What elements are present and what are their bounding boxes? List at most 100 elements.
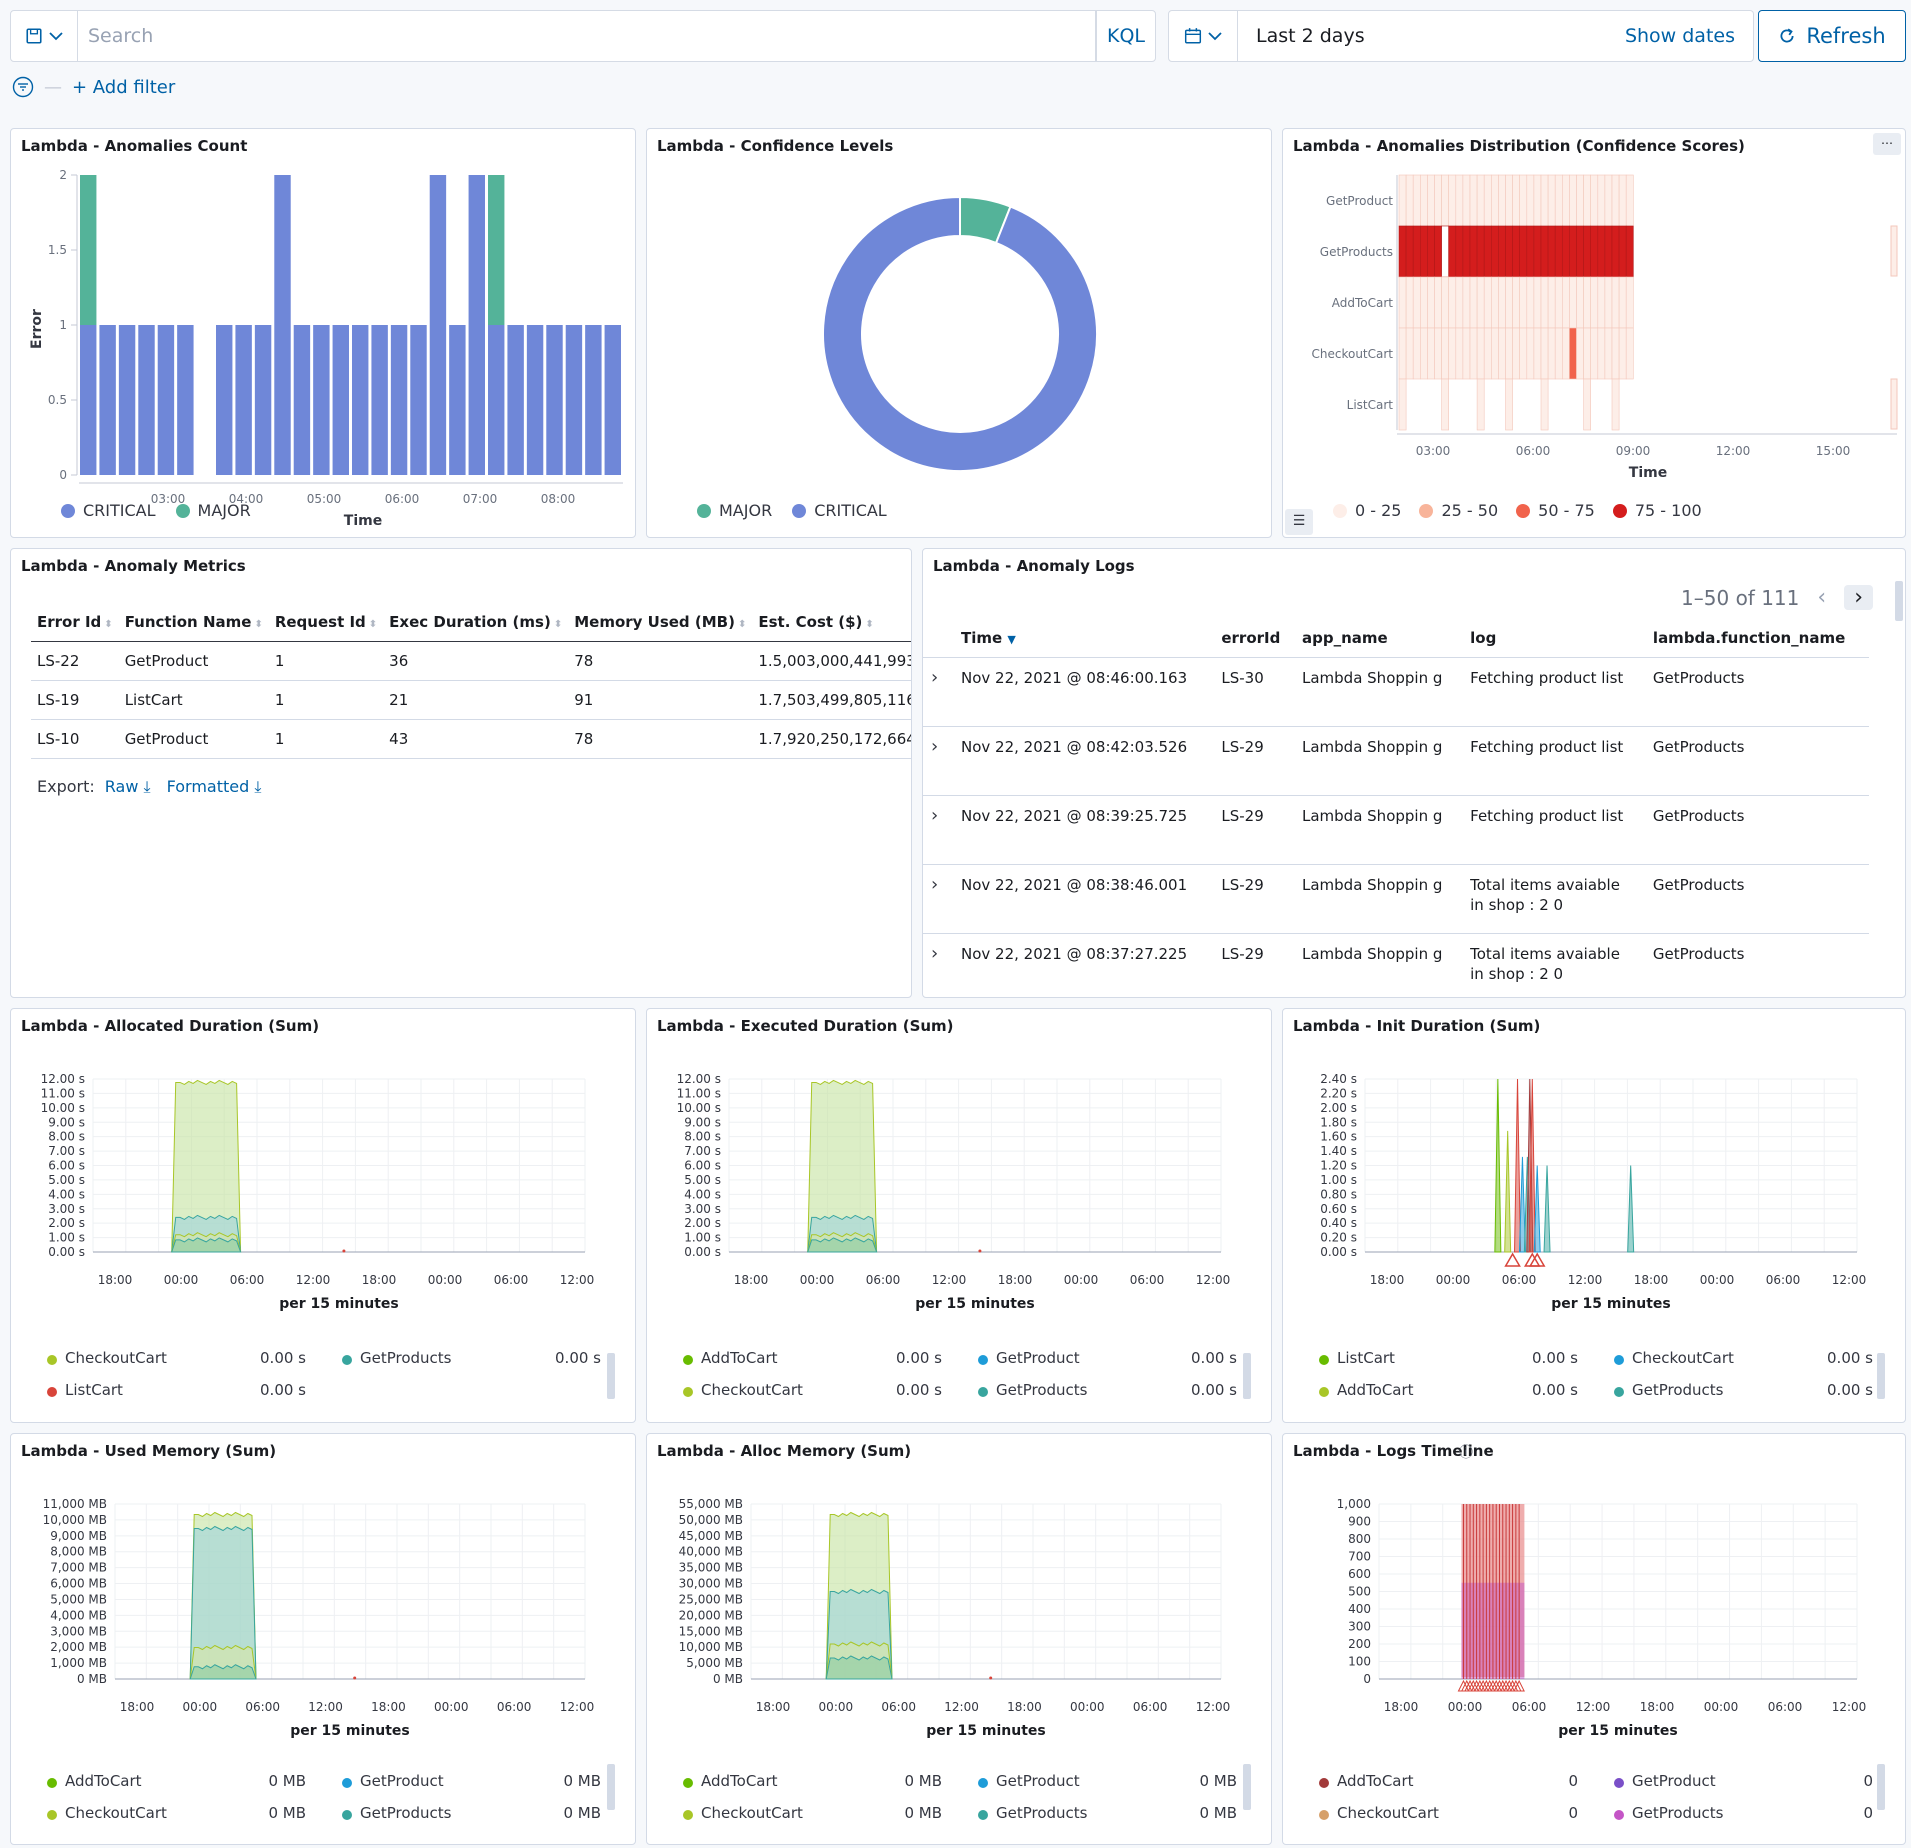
heat-cell	[1533, 174, 1542, 227]
legend-item[interactable]: 50 - 75	[1516, 501, 1595, 520]
table-cell-log: Fetching product list	[1462, 795, 1645, 865]
scrollbar[interactable]	[607, 1764, 615, 1810]
col-function-name[interactable]: lambda.function_name	[1644, 619, 1869, 658]
scrollbar[interactable]	[1877, 1764, 1885, 1810]
legend-item[interactable]: GetProducts 0 MB	[978, 1804, 1243, 1822]
heat-cell	[1547, 276, 1556, 329]
expand-row-button[interactable]: ›	[923, 933, 953, 997]
legend-item[interactable]: AddToCart 0 MB	[47, 1772, 312, 1790]
heat-cell	[1540, 174, 1549, 227]
legend-item[interactable]: GetProduct 0	[1614, 1772, 1879, 1790]
panel-options-button[interactable]: ⋯	[1873, 133, 1901, 155]
expand-row-button[interactable]: ›	[923, 795, 953, 865]
col-app-name[interactable]: app_name	[1294, 619, 1463, 658]
metrics-col[interactable]: Error Id ⬍	[31, 603, 119, 642]
metrics-col[interactable]: Function Name ⬍	[118, 603, 269, 642]
heat-cell	[1491, 174, 1499, 227]
info-icon[interactable]: ⓘ	[1459, 1445, 1473, 1461]
bar-critical	[235, 325, 252, 475]
search-input[interactable]: Search	[78, 10, 1096, 62]
tick-label: 12:00	[1576, 1700, 1611, 1714]
data-point	[353, 1676, 357, 1680]
sort-icon: ⬍	[737, 619, 747, 630]
heat-cell	[1476, 378, 1485, 431]
heat-cell	[1398, 378, 1407, 431]
time-range[interactable]: Last 2 days Show dates	[1238, 10, 1754, 62]
chart-legend: 0 - 25 25 - 50 50 - 75 75 - 100	[1333, 501, 1702, 520]
panel-tsvb: Lambda - Logs Timeline ⓘ 1,000 900 800 700 600…	[1282, 1433, 1906, 1845]
col-log[interactable]: log	[1462, 619, 1645, 658]
legend-item[interactable]: GetProducts 0 MB	[342, 1804, 607, 1822]
metrics-col[interactable]: Memory Used (MB) ⬍	[568, 603, 753, 642]
show-dates-link[interactable]: Show dates	[1624, 25, 1735, 47]
legend-item[interactable]: CheckoutCart 0	[1319, 1804, 1584, 1822]
tick-label: 0.40 s	[1320, 1216, 1357, 1230]
legend-item[interactable]: MAJOR	[697, 501, 772, 520]
legend-toggle-icon[interactable]: ☰	[1285, 509, 1313, 535]
legend-item[interactable]: CRITICAL	[61, 501, 156, 520]
legend-item[interactable]: AddToCart 0 MB	[683, 1772, 948, 1790]
pager-next-button[interactable]: ›	[1844, 585, 1873, 610]
export-formatted-link[interactable]: Formatted ⤓	[166, 777, 262, 796]
legend-item[interactable]: CheckoutCart 0.00 s	[683, 1381, 948, 1399]
tick-label: 2.40 s	[1320, 1072, 1357, 1086]
export-raw-link[interactable]: Raw ⤓	[104, 777, 151, 796]
date-quick-menu[interactable]	[1168, 10, 1238, 62]
table-cell-app: Lambda Shoppin g	[1294, 657, 1463, 727]
col-time[interactable]: Time ▼	[953, 619, 1214, 658]
legend-item[interactable]: GetProducts 0.00 s	[978, 1381, 1243, 1399]
heat-cell	[1604, 174, 1613, 227]
legend-value: 0.00 s	[896, 1381, 942, 1399]
legend-item[interactable]: 75 - 100	[1612, 501, 1702, 520]
legend-item[interactable]: ListCart 0.00 s	[47, 1381, 312, 1399]
scrollbar[interactable]	[1895, 581, 1903, 621]
legend-item[interactable]: AddToCart 0	[1319, 1772, 1584, 1790]
legend-item[interactable]: ListCart 0.00 s	[1319, 1349, 1584, 1367]
tick-label: 00:00	[800, 1273, 835, 1287]
heat-cell	[1597, 174, 1606, 227]
expand-row-button[interactable]: ›	[923, 864, 953, 934]
panel-tsvb: Lambda - Allocated Duration (Sum) 12.00 s…	[10, 1008, 636, 1423]
kql-toggle[interactable]: KQL	[1096, 10, 1156, 62]
legend-item[interactable]: GetProduct 0 MB	[342, 1772, 607, 1790]
col-errorid[interactable]: errorId	[1213, 619, 1294, 658]
chevron-down-icon	[49, 32, 63, 41]
legend-item[interactable]: AddToCart 0.00 s	[1319, 1381, 1584, 1399]
legend-item[interactable]: GetProduct 0.00 s	[978, 1349, 1243, 1367]
expand-row-button[interactable]: ›	[923, 657, 953, 727]
metrics-col[interactable]: Exec Duration (ms) ⬍	[383, 603, 569, 642]
legend-item[interactable]: CheckoutCart 0 MB	[683, 1804, 948, 1822]
legend-item[interactable]: GetProducts 0	[1614, 1804, 1879, 1822]
legend-label: AddToCart	[1337, 1381, 1414, 1399]
legend-item[interactable]: MAJOR	[175, 501, 251, 520]
legend-item[interactable]: GetProducts 0.00 s	[342, 1349, 607, 1367]
scrollbar[interactable]	[1243, 1353, 1251, 1399]
series-area	[807, 1237, 878, 1253]
saved-query-button[interactable]	[10, 10, 78, 62]
legend-item[interactable]: CheckoutCart 0.00 s	[1614, 1349, 1879, 1367]
scrollbar[interactable]	[1877, 1353, 1885, 1399]
legend-item[interactable]: CRITICAL	[792, 501, 887, 520]
refresh-button[interactable]: Refresh	[1758, 10, 1906, 62]
scrollbar[interactable]	[1243, 1764, 1251, 1810]
legend-item[interactable]: CheckoutCart 0 MB	[47, 1804, 312, 1822]
filter-options-icon[interactable]	[12, 76, 34, 98]
legend-item[interactable]: GetProduct 0 MB	[978, 1772, 1243, 1790]
expand-row-button[interactable]: ›	[923, 726, 953, 796]
scrollbar[interactable]	[607, 1353, 615, 1399]
legend-item[interactable]: GetProducts 0.00 s	[1614, 1381, 1879, 1399]
legend-item[interactable]: AddToCart 0.00 s	[683, 1349, 948, 1367]
legend-item[interactable]: 25 - 50	[1419, 501, 1498, 520]
legend-item[interactable]: 0 - 25	[1333, 501, 1401, 520]
legend-item[interactable]: CheckoutCart 0.00 s	[47, 1349, 312, 1367]
metrics-col[interactable]: Est. Cost ($) ⬍	[752, 603, 911, 642]
metrics-col[interactable]: Request Id ⬍	[268, 603, 384, 642]
heat-cell	[1533, 225, 1542, 278]
pager-prev-button[interactable]: ‹	[1817, 585, 1827, 610]
heat-cell	[1420, 276, 1428, 329]
legend-label: GetProduct	[996, 1349, 1080, 1367]
spike	[1494, 1078, 1502, 1253]
add-filter-button[interactable]: + Add filter	[72, 76, 176, 98]
tick-label: 00:00	[1070, 1700, 1105, 1714]
bar-critical	[488, 325, 505, 475]
